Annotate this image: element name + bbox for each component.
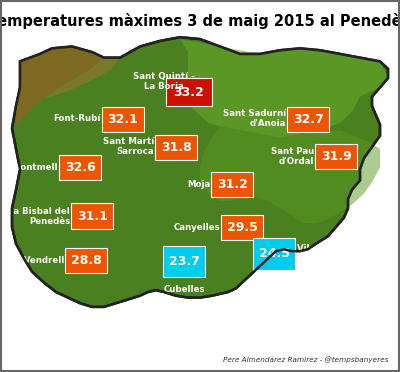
Text: Sant Pau
d'Ordal: Sant Pau d'Ordal (271, 147, 314, 166)
Text: Cubelles: Cubelles (163, 285, 205, 294)
Text: Moja: Moja (187, 180, 210, 189)
Text: 31.9: 31.9 (321, 150, 352, 163)
Text: Temperatures màximes 3 de maig 2015 al Penedès: Temperatures màximes 3 de maig 2015 al P… (0, 13, 400, 29)
FancyBboxPatch shape (253, 238, 295, 270)
Text: Font-Rubí: Font-Rubí (54, 114, 101, 123)
Text: Sant Quintí -
La Boria: Sant Quintí - La Boria (133, 72, 195, 91)
Text: 23.7: 23.7 (169, 255, 200, 268)
Text: 32.6: 32.6 (65, 161, 96, 174)
Polygon shape (12, 37, 388, 307)
FancyBboxPatch shape (155, 135, 197, 160)
FancyBboxPatch shape (59, 155, 101, 180)
FancyBboxPatch shape (287, 107, 329, 132)
FancyBboxPatch shape (315, 144, 357, 169)
Text: El Montmell: El Montmell (0, 163, 58, 172)
Text: El Vendrell: El Vendrell (12, 256, 64, 265)
Polygon shape (200, 126, 380, 223)
Text: Sant Martí
Sarroca: Sant Martí Sarroca (103, 137, 154, 156)
Text: Vilanova i
la Geltrú: Vilanova i la Geltrú (297, 244, 344, 263)
Text: Sant Sadurní
d'Anoia: Sant Sadurní d'Anoia (223, 109, 286, 128)
FancyBboxPatch shape (211, 172, 253, 197)
FancyBboxPatch shape (166, 78, 212, 106)
Text: 31.8: 31.8 (161, 141, 192, 154)
FancyBboxPatch shape (65, 248, 107, 273)
Text: 33.2: 33.2 (174, 86, 204, 99)
Polygon shape (180, 39, 388, 138)
FancyBboxPatch shape (71, 203, 113, 229)
Text: 32.7: 32.7 (293, 113, 324, 126)
Text: 31.2: 31.2 (217, 178, 248, 191)
Text: Pere Almendárez Ramirez - @tempsbanyeres: Pere Almendárez Ramirez - @tempsbanyeres (223, 356, 388, 363)
Polygon shape (16, 46, 104, 126)
Text: 32.1: 32.1 (108, 113, 138, 126)
Polygon shape (44, 58, 120, 99)
Text: 31.1: 31.1 (77, 210, 108, 222)
Text: 29.5: 29.5 (227, 221, 258, 234)
Text: La Bisbal del
Penedès: La Bisbal del Penedès (8, 206, 70, 226)
FancyBboxPatch shape (163, 246, 205, 277)
FancyBboxPatch shape (102, 107, 144, 132)
Text: 24.5: 24.5 (259, 247, 290, 260)
FancyBboxPatch shape (221, 215, 263, 240)
Text: Canyelles: Canyelles (173, 223, 220, 232)
Text: 28.8: 28.8 (71, 254, 102, 267)
